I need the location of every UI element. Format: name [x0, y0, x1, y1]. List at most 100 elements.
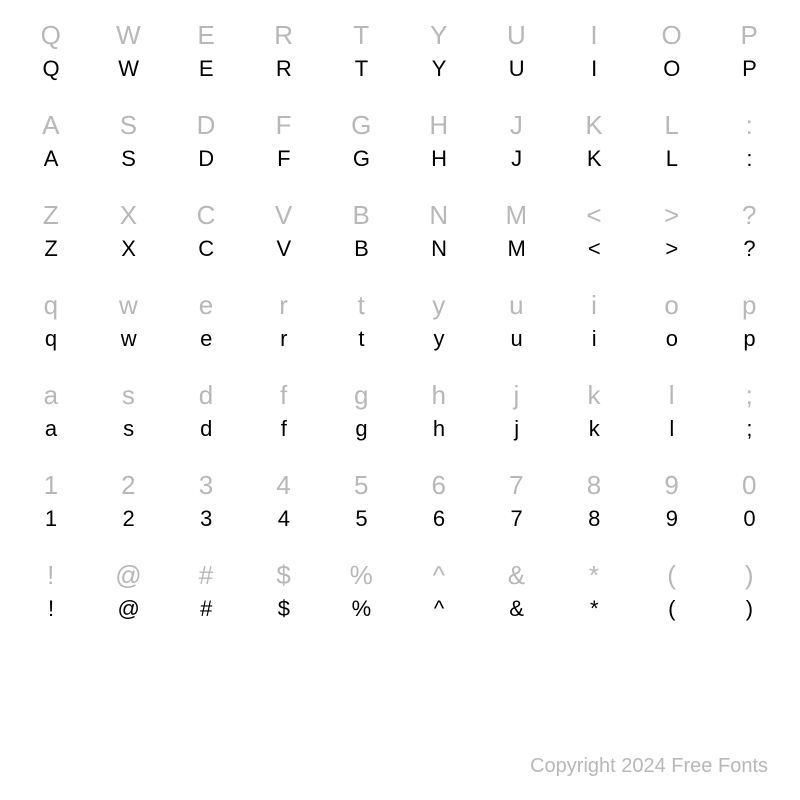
sample-glyph: T — [322, 54, 400, 98]
reference-glyph: P — [710, 8, 788, 54]
sample-glyph: e — [167, 324, 245, 368]
reference-glyph: o — [633, 278, 711, 324]
reference-glyph: u — [478, 278, 556, 324]
sample-glyph: t — [322, 324, 400, 368]
reference-glyph: ? — [710, 188, 788, 234]
reference-glyph: g — [322, 368, 400, 414]
reference-glyph: Q — [12, 8, 90, 54]
reference-glyph: ! — [12, 548, 90, 594]
reference-glyph: j — [478, 368, 556, 414]
sample-glyph: D — [167, 144, 245, 188]
reference-glyph: 4 — [245, 458, 323, 504]
sample-glyph: # — [167, 594, 245, 638]
reference-glyph: W — [90, 8, 168, 54]
sample-glyph: $ — [245, 594, 323, 638]
sample-glyph: 2 — [90, 504, 168, 548]
reference-glyph: 7 — [478, 458, 556, 504]
sample-glyph: 9 — [633, 504, 711, 548]
sample-glyph: s — [90, 414, 168, 458]
sample-glyph: 8 — [555, 504, 633, 548]
sample-glyph: A — [12, 144, 90, 188]
sample-glyph: ? — [710, 234, 788, 278]
reference-glyph: M — [478, 188, 556, 234]
reference-glyph: B — [322, 188, 400, 234]
reference-glyph: Z — [12, 188, 90, 234]
sample-glyph: ! — [12, 594, 90, 638]
sample-glyph: l — [633, 414, 711, 458]
sample-glyph: Z — [12, 234, 90, 278]
sample-glyph: O — [633, 54, 711, 98]
reference-glyph: F — [245, 98, 323, 144]
reference-glyph: > — [633, 188, 711, 234]
reference-glyph: Y — [400, 8, 478, 54]
reference-glyph: 2 — [90, 458, 168, 504]
reference-glyph: : — [710, 98, 788, 144]
sample-glyph: y — [400, 324, 478, 368]
sample-glyph: ^ — [400, 594, 478, 638]
sample-glyph: @ — [90, 594, 168, 638]
sample-glyph: : — [710, 144, 788, 188]
sample-glyph: o — [633, 324, 711, 368]
reference-glyph: T — [322, 8, 400, 54]
sample-glyph: E — [167, 54, 245, 98]
copyright-text: Copyright 2024 Free Fonts — [530, 755, 768, 778]
sample-glyph: k — [555, 414, 633, 458]
reference-glyph: i — [555, 278, 633, 324]
reference-glyph: D — [167, 98, 245, 144]
sample-glyph: 6 — [400, 504, 478, 548]
sample-glyph: K — [555, 144, 633, 188]
sample-glyph: H — [400, 144, 478, 188]
reference-glyph: I — [555, 8, 633, 54]
reference-glyph: N — [400, 188, 478, 234]
reference-glyph: $ — [245, 548, 323, 594]
reference-glyph: < — [555, 188, 633, 234]
sample-glyph: d — [167, 414, 245, 458]
sample-glyph: u — [478, 324, 556, 368]
sample-glyph: i — [555, 324, 633, 368]
reference-glyph: V — [245, 188, 323, 234]
sample-glyph: W — [90, 54, 168, 98]
sample-glyph: 0 — [710, 504, 788, 548]
sample-glyph: F — [245, 144, 323, 188]
reference-glyph: l — [633, 368, 711, 414]
sample-glyph: * — [555, 594, 633, 638]
sample-glyph: 7 — [478, 504, 556, 548]
sample-glyph: > — [633, 234, 711, 278]
reference-glyph: p — [710, 278, 788, 324]
sample-glyph: Y — [400, 54, 478, 98]
sample-glyph: j — [478, 414, 556, 458]
sample-glyph: Q — [12, 54, 90, 98]
reference-glyph: E — [167, 8, 245, 54]
reference-glyph: J — [478, 98, 556, 144]
sample-glyph: J — [478, 144, 556, 188]
sample-glyph: % — [322, 594, 400, 638]
sample-glyph: M — [478, 234, 556, 278]
reference-glyph: ^ — [400, 548, 478, 594]
reference-glyph: * — [555, 548, 633, 594]
sample-glyph: P — [710, 54, 788, 98]
reference-glyph: H — [400, 98, 478, 144]
sample-glyph: V — [245, 234, 323, 278]
sample-glyph: X — [90, 234, 168, 278]
sample-glyph: r — [245, 324, 323, 368]
character-map-grid: QWERTYUIOPQWERTYUIOPASDFGHJKL:ASDFGHJKL:… — [0, 0, 800, 638]
sample-glyph: f — [245, 414, 323, 458]
reference-glyph: 3 — [167, 458, 245, 504]
reference-glyph: h — [400, 368, 478, 414]
sample-glyph: R — [245, 54, 323, 98]
reference-glyph: & — [478, 548, 556, 594]
reference-glyph: f — [245, 368, 323, 414]
sample-glyph: w — [90, 324, 168, 368]
reference-glyph: 9 — [633, 458, 711, 504]
sample-glyph: g — [322, 414, 400, 458]
reference-glyph: X — [90, 188, 168, 234]
reference-glyph: ) — [710, 548, 788, 594]
reference-glyph: a — [12, 368, 90, 414]
reference-glyph: d — [167, 368, 245, 414]
sample-glyph: < — [555, 234, 633, 278]
reference-glyph: O — [633, 8, 711, 54]
reference-glyph: 5 — [322, 458, 400, 504]
reference-glyph: 0 — [710, 458, 788, 504]
sample-glyph: 4 — [245, 504, 323, 548]
reference-glyph: 8 — [555, 458, 633, 504]
